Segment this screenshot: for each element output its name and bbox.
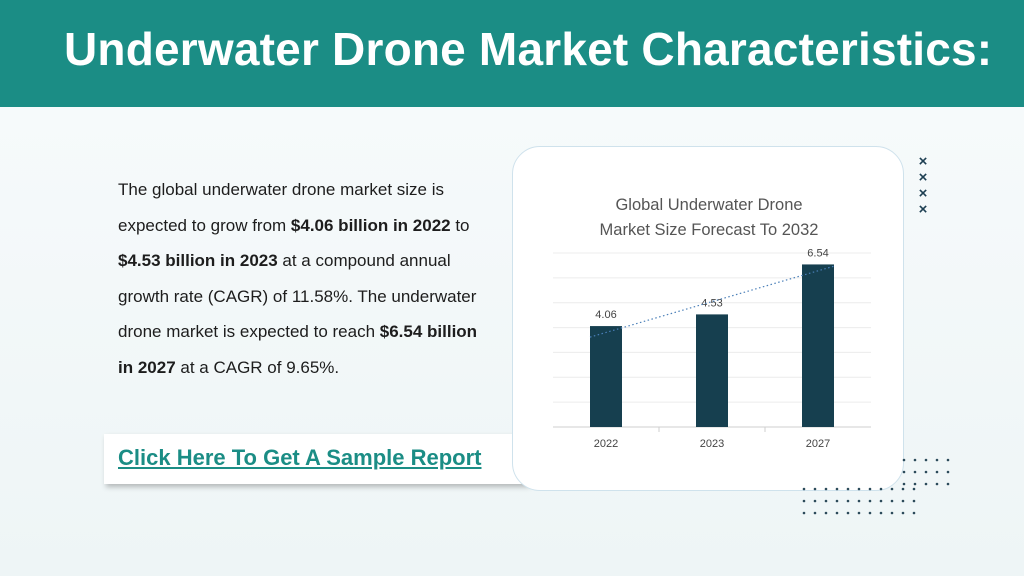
chart-data-label: 6.54 <box>807 247 828 259</box>
chart-bar <box>696 314 728 427</box>
chart-bar <box>590 326 622 427</box>
x-mark-icon: × <box>918 201 928 218</box>
chart-bar <box>802 264 834 427</box>
description-text: to <box>450 215 470 235</box>
highlight-2023-value: $4.53 billion in 2023 <box>118 251 278 270</box>
x-mark-decoration: × × × × <box>914 154 932 218</box>
description-text: at a CAGR of 9.65%. <box>175 357 340 377</box>
bar-chart: Global Underwater Drone Market Size Forec… <box>553 196 871 450</box>
description-text: at a compound annual growth rate (CAGR) … <box>118 251 477 341</box>
chart-card: Global Underwater Drone Market Size Forec… <box>512 146 904 491</box>
chart-x-tick-label: 2022 <box>594 438 618 450</box>
sample-report-button[interactable]: Click Here To Get A Sample Report <box>104 434 528 484</box>
market-description: The global underwater drone market size … <box>118 172 478 385</box>
chart-x-tick-label: 2023 <box>700 438 724 450</box>
highlight-2022-value: $4.06 billion in 2022 <box>290 215 451 235</box>
x-mark-icon: × <box>918 169 928 186</box>
chart-x-tick-label: 2027 <box>806 438 830 450</box>
chart-title-line: Market Size Forecast To 2032 <box>600 221 819 239</box>
chart-data-label: 4.53 <box>701 297 722 309</box>
sample-report-link[interactable]: Click Here To Get A Sample Report <box>118 445 482 470</box>
chart-data-label: 4.06 <box>595 309 616 321</box>
x-mark-icon: × <box>918 185 928 202</box>
page-title: Underwater Drone Market Characteristics: <box>64 23 993 75</box>
x-mark-icon: × <box>918 153 928 170</box>
description-text: The global underwater drone market size … <box>118 180 444 235</box>
chart-title-line: Global Underwater Drone <box>615 196 802 214</box>
highlight-2027-value: $6.54 billion in 2027 <box>118 322 478 377</box>
title-bar: Underwater Drone Market Characteristics: <box>0 0 1024 107</box>
